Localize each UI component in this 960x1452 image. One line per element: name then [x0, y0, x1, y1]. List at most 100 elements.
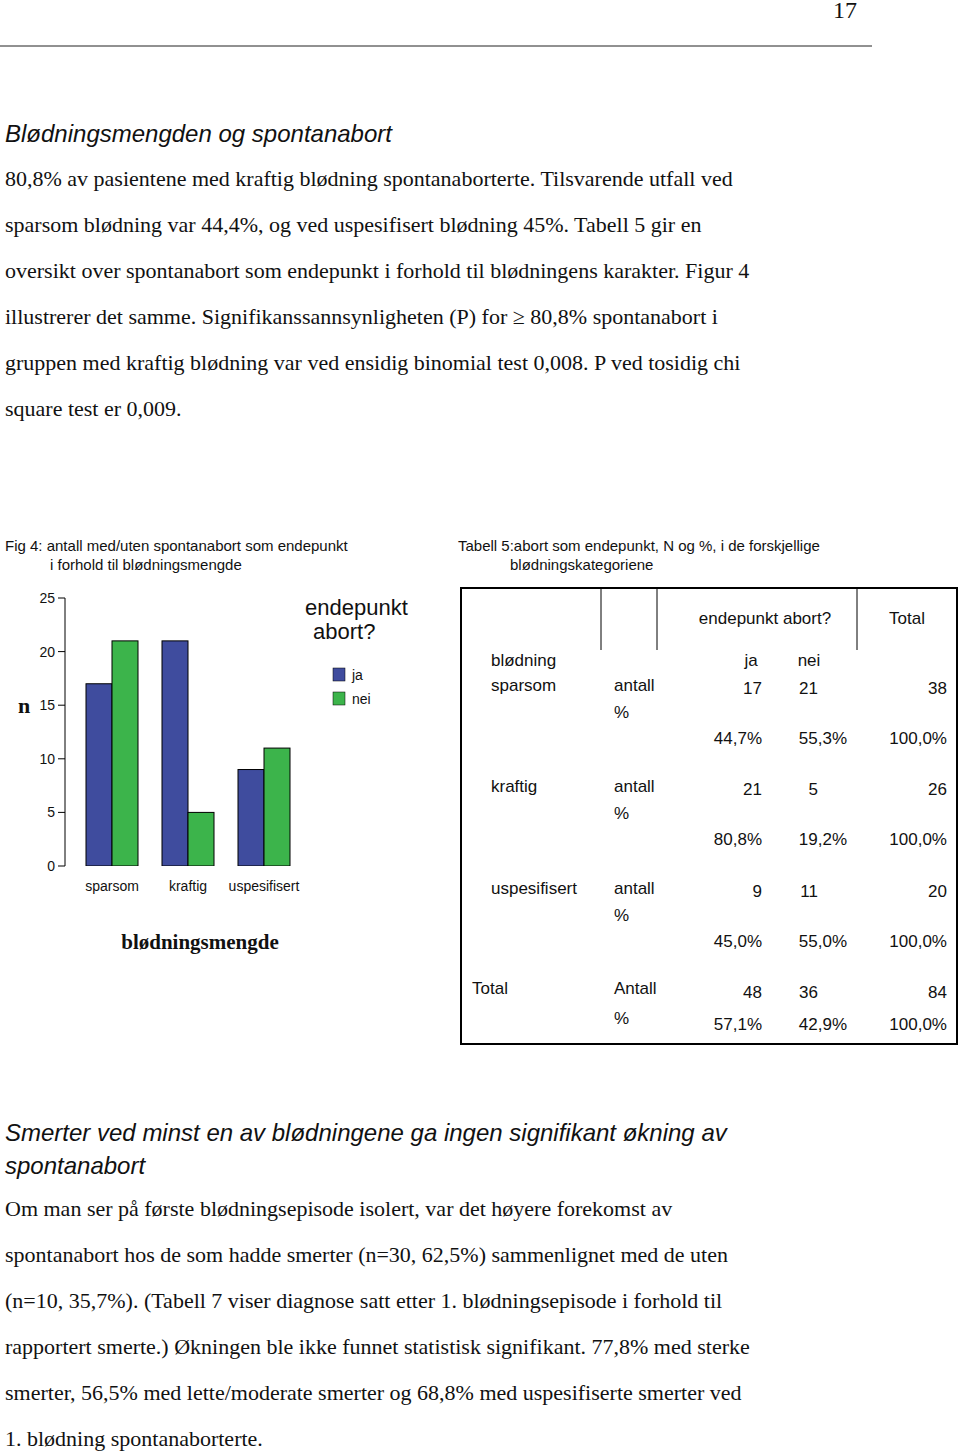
table-cell: 9 — [753, 882, 762, 901]
x-tick-label: kraftig — [169, 878, 207, 894]
table-header: endepunkt abort? — [699, 609, 831, 628]
page: {"page": { "page_number": "17", "heading… — [0, 0, 960, 1452]
table-cell: 57,1% — [714, 1015, 762, 1034]
table-cell: 11 — [800, 882, 818, 901]
row-sublabel: Antall — [614, 979, 657, 998]
table-cell: 84 — [928, 983, 947, 1002]
row-label: uspesifisert — [491, 879, 577, 898]
y-tick-label: 15 — [39, 697, 55, 713]
section-heading: Blødningsmengden og spontanabort — [5, 120, 393, 147]
table-cell: 36 — [799, 983, 818, 1002]
paragraph-line: (n=10, 35,7%). (Tabell 7 viser diagnose … — [5, 1288, 722, 1313]
chart: Fig 4: antall med/uten spontanabort som … — [5, 537, 408, 955]
paragraph-line: Om man ser på første blødningsepisode is… — [5, 1196, 672, 1221]
y-tick — [58, 866, 65, 867]
y-axis-label: n — [18, 693, 30, 718]
table-border — [461, 588, 957, 1044]
table-header: Total — [889, 609, 925, 628]
row-sublabel: antall — [614, 777, 655, 796]
row-sublabel: % — [614, 1009, 629, 1028]
bar — [188, 812, 214, 866]
paragraph-line: spontanabort hos de som hadde smerter (n… — [5, 1242, 728, 1267]
y-tick — [58, 812, 65, 813]
legend-title: endepunktabort? — [305, 595, 408, 644]
section-heading: spontanabort — [5, 1152, 146, 1179]
header-rule — [0, 46, 872, 47]
table-cell: 100,0% — [889, 729, 947, 748]
row-label: kraftig — [491, 777, 537, 796]
table-cell: 80,8% — [714, 830, 762, 849]
bar — [112, 641, 138, 866]
table-cell: 100,0% — [889, 932, 947, 951]
y-tick — [58, 758, 65, 759]
y-tick-label: 0 — [47, 858, 55, 874]
table-cell: 55,0% — [799, 932, 847, 951]
row-sublabel: antall — [614, 879, 655, 898]
table-cell: 48 — [743, 983, 762, 1002]
table-rule — [657, 588, 658, 650]
table-cell: 26 — [928, 780, 947, 799]
x-tick-label: uspesifisert — [229, 878, 300, 894]
chart-title: i forhold til blødningsmengde — [50, 556, 242, 573]
bar — [86, 684, 112, 866]
chart-title: Fig 4: antall med/uten spontanabort som … — [5, 537, 349, 554]
paragraph-line: rapportert smerte.) Økningen ble ikke fu… — [5, 1334, 750, 1359]
table-cell: 21 — [799, 679, 818, 698]
y-axis — [65, 598, 66, 866]
y-tick-label: 20 — [39, 644, 55, 660]
legend-swatch — [333, 668, 345, 681]
legend-swatch — [333, 692, 345, 705]
table-cell: 17 — [743, 679, 762, 698]
row-label: Total — [472, 979, 508, 998]
row-sublabel: % — [614, 703, 629, 722]
table-rule — [857, 588, 858, 650]
table-caption: blødningskategoriene — [510, 556, 653, 573]
table-cell: 45,0% — [714, 932, 762, 951]
y-tick — [58, 651, 65, 652]
paragraph-line: sparsom blødning var 44,4%, og ved uspes… — [5, 212, 701, 237]
x-axis-label: blødningsmengde — [121, 930, 279, 954]
paragraph-line: square test er 0,009. — [5, 396, 182, 421]
bar — [162, 641, 188, 866]
table-caption: Tabell 5:abort som endepunkt, N og %, i … — [458, 537, 820, 554]
section-heading: Smerter ved minst en av blødningene ga i… — [5, 1119, 729, 1146]
y-tick-label: 25 — [39, 590, 55, 606]
row-sublabel: antall — [614, 676, 655, 695]
table-cell: 21 — [743, 780, 762, 799]
legend-label: nei — [352, 691, 371, 707]
table-cell: 38 — [928, 679, 947, 698]
table-cell: 100,0% — [889, 1015, 947, 1034]
table-cell: 20 — [928, 882, 947, 901]
table-cell: 100,0% — [889, 830, 947, 849]
y-tick-label: 10 — [39, 751, 55, 767]
x-tick-label: sparsom — [85, 878, 139, 894]
row-sublabel: % — [614, 906, 629, 925]
legend-title-line: abort? — [313, 619, 375, 644]
paragraph-line: 1. blødning spontanaborterte. — [5, 1426, 263, 1451]
row-label: sparsom — [491, 676, 556, 695]
y-tick — [58, 598, 65, 599]
paragraph-line: oversikt over spontanabort som endepunkt… — [5, 258, 749, 283]
table-rule — [601, 588, 602, 650]
y-tick-label: 5 — [47, 804, 55, 820]
table-header: ja — [743, 651, 758, 670]
table: Tabell 5:abort som endepunkt, N og %, i … — [458, 537, 957, 1045]
bar — [238, 770, 264, 866]
legend: endepunktabort? ja nei — [305, 595, 408, 708]
paragraph-line: illustrerer det samme. Signifikanssannsy… — [5, 304, 718, 329]
table-cell: 19,2% — [799, 830, 847, 849]
paragraph-line: gruppen med kraftig blødning var ved ens… — [5, 350, 740, 375]
table-cell: 44,7% — [714, 729, 762, 748]
bar — [264, 748, 290, 866]
table-cell: 55,3% — [799, 729, 847, 748]
table-cell: 5 — [809, 780, 818, 799]
legend-title-line: endepunkt — [305, 595, 408, 620]
table-cell: 42,9% — [799, 1015, 847, 1034]
paragraph-line: 80,8% av pasientene med kraftig blødning… — [5, 166, 733, 191]
legend-label: ja — [351, 667, 363, 683]
paragraph-line: smerter, 56,5% med lette/moderate smerte… — [5, 1380, 741, 1405]
bars — [86, 641, 290, 866]
y-tick — [58, 705, 65, 706]
page-canvas: 17 Blødningsmengden og spontanabort 80,8% … — [0, 0, 960, 1452]
row-sublabel: % — [614, 804, 629, 823]
